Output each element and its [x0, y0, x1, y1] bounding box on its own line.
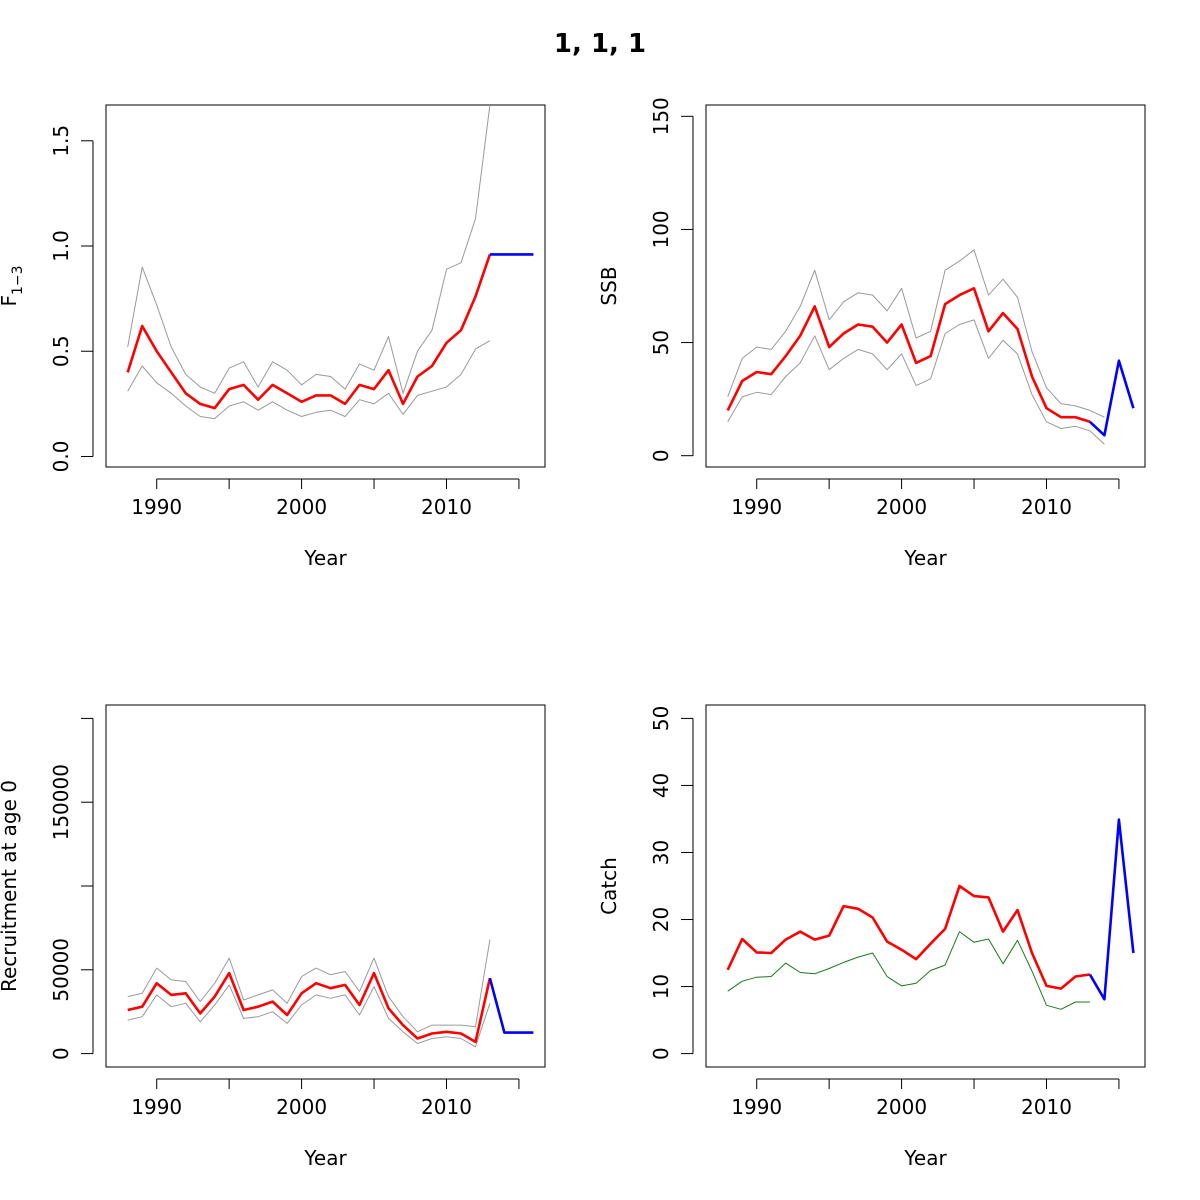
y-tick-label: 0.0: [49, 441, 73, 473]
y-axis-title: Recruitment at age 0: [0, 780, 21, 992]
y-axis-title-subscript: 1−3: [10, 265, 26, 295]
series-line-observed: [727, 931, 1090, 1010]
x-axis-title: Year: [903, 546, 947, 570]
y-tick-label: 150000: [49, 764, 73, 840]
y-axis-title: F1−3: [0, 265, 26, 306]
series-group: [127, 939, 534, 1048]
series-line-estimate: [726, 884, 1091, 990]
y-axis-title-text: Catch: [597, 857, 621, 915]
series-group: [726, 818, 1135, 1010]
y-tick-label: 40: [649, 773, 673, 798]
x-tick-label: 1990: [731, 495, 782, 519]
x-tick-label: 2000: [276, 495, 327, 519]
y-tick-label: 150: [649, 97, 673, 135]
panel-fishing-mortality: 1990 2000 2010 0.0 0.5 1.0 1.5 Year F1−3: [0, 104, 546, 570]
x-tick-label: 2010: [421, 495, 472, 519]
y-tick-label: 0: [649, 449, 673, 462]
x-axis-title: Year: [903, 1146, 947, 1170]
x-tick-label: 2010: [1021, 495, 1072, 519]
y-tick-label: 30: [649, 840, 673, 865]
series-line-lower: [127, 340, 491, 420]
series-line-estimate: [127, 971, 492, 1044]
x-axis-title: Year: [303, 1146, 347, 1170]
y-tick-label: 50: [649, 706, 673, 731]
y-tick-label: 1.5: [49, 125, 73, 157]
y-tick-label: 10: [649, 974, 673, 999]
y-tick-label: 0: [649, 1047, 673, 1060]
x-tick-label: 2010: [421, 1095, 472, 1119]
y-tick-label: 100: [649, 210, 673, 248]
plot-frame: [705, 104, 1146, 468]
y-tick-label: 1.0: [49, 230, 73, 262]
x-tick-label: 2010: [1021, 1095, 1072, 1119]
series-line-projection: [1088, 818, 1135, 1001]
y-axis-title: Catch: [597, 857, 621, 915]
x-tick-label: 2000: [876, 1095, 927, 1119]
series-line-upper: [127, 105, 491, 394]
series-line-upper: [127, 939, 491, 1033]
y-tick-label: 0.5: [49, 335, 73, 367]
panel-catch: 1990 2000 2010 0 10 20 30 40 50 Year Catch: [597, 704, 1146, 1170]
x-tick-label: 1990: [131, 495, 182, 519]
y-tick-label: 50000: [49, 938, 73, 1002]
y-axis-title-text: SSB: [597, 266, 621, 305]
plot-frame: [105, 704, 546, 1068]
y-axis-title-text: F: [0, 295, 21, 307]
panel-ssb: 1990 2000 2010 0 50 100 150 Year SSB: [597, 97, 1146, 570]
series-group: [726, 249, 1135, 445]
series-line-estimate: [126, 253, 492, 410]
figure-title: 1, 1, 1: [554, 29, 646, 59]
x-tick-label: 2000: [276, 1095, 327, 1119]
series-line-estimate: [726, 286, 1091, 424]
series-group: [126, 105, 534, 420]
y-tick-label: 20: [649, 907, 673, 932]
y-tick-label: 0: [49, 1047, 73, 1060]
y-axis-title: SSB: [597, 266, 621, 305]
plot-frame: [105, 104, 546, 468]
series-line-upper: [727, 249, 1105, 418]
series-line-lower: [127, 984, 491, 1048]
series-line-projection: [1089, 359, 1135, 437]
series-line-projection: [488, 977, 534, 1034]
panel-recruitment: 1990 2000 2010 0 50000 150000 Year Recruitment …: [0, 704, 546, 1170]
x-tick-label: 1990: [731, 1095, 782, 1119]
x-tick-label: 2000: [876, 495, 927, 519]
x-axis-title: Year: [303, 546, 347, 570]
x-tick-label: 1990: [131, 1095, 182, 1119]
plot-frame: [705, 704, 1146, 1068]
series-line-lower: [727, 319, 1105, 445]
y-axis-title-text: Recruitment at age 0: [0, 780, 21, 992]
y-tick-label: 50: [649, 330, 673, 355]
